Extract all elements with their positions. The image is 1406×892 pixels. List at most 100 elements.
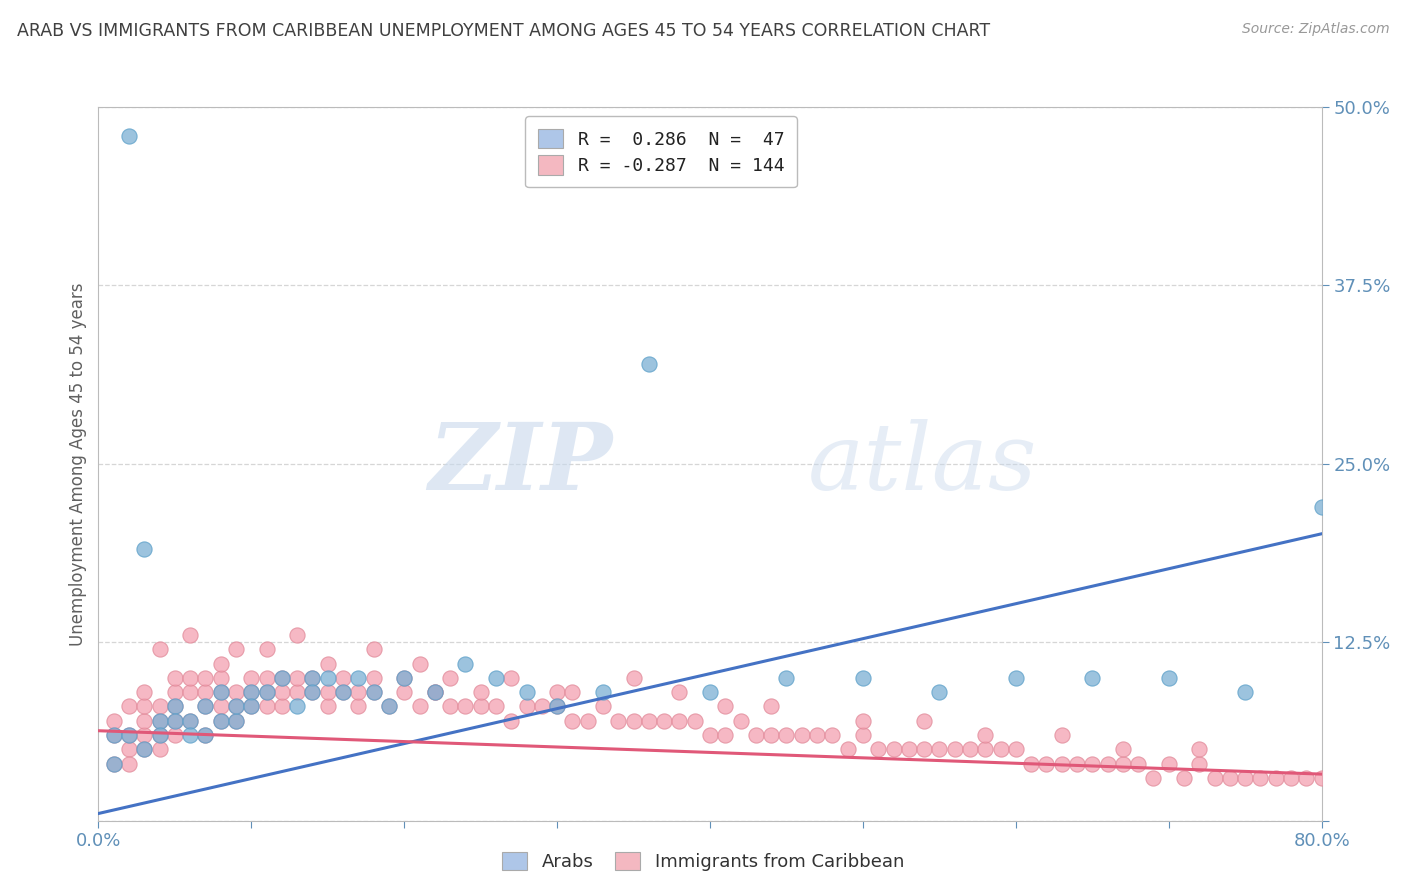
Point [837,742,859,756]
Point [1128,756,1150,771]
Point [1279,771,1302,785]
Point [301,685,323,699]
Point [607,714,630,728]
Point [301,671,323,685]
Point [1310,500,1333,514]
Point [1219,771,1241,785]
Point [134,728,156,742]
Point [103,714,125,728]
Point [194,728,217,742]
Point [516,685,538,699]
Legend: R =  0.286  N =  47, R = -0.287  N = 144: R = 0.286 N = 47, R = -0.287 N = 144 [526,116,797,187]
Point [163,714,186,728]
Point [134,742,156,756]
Point [285,699,308,714]
Point [714,728,737,742]
Point [1188,756,1211,771]
Point [179,714,201,728]
Point [179,728,201,742]
Point [699,685,721,699]
Point [118,128,141,143]
Point [470,699,492,714]
Point [1004,742,1026,756]
Point [149,742,172,756]
Point [392,685,416,699]
Point [652,714,675,728]
Point [1234,685,1257,699]
Point [256,685,278,699]
Point [301,685,323,699]
Point [1081,756,1104,771]
Point [852,728,875,742]
Point [821,728,844,742]
Point [347,671,370,685]
Point [163,728,186,742]
Point [759,699,782,714]
Point [759,728,782,742]
Point [470,685,492,699]
Point [179,671,201,685]
Point [546,685,568,699]
Point [423,685,446,699]
Point [561,714,583,728]
Point [775,728,797,742]
Point [332,685,354,699]
Point [439,671,461,685]
Point [134,742,156,756]
Point [699,728,721,742]
Point [1157,671,1180,685]
Point [378,699,401,714]
Point [1249,771,1271,785]
Point [209,671,232,685]
Point [209,714,232,728]
Point [714,699,737,714]
Point [363,685,385,699]
Point [149,714,172,728]
Point [194,671,217,685]
Point [852,671,875,685]
Point [209,685,232,699]
Point [240,685,263,699]
Point [194,699,217,714]
Point [852,714,875,728]
Point [668,714,690,728]
Point [408,657,430,671]
Point [103,756,125,771]
Point [1234,771,1257,785]
Point [1019,756,1042,771]
Point [209,685,232,699]
Point [332,685,354,699]
Point [163,714,186,728]
Point [179,685,201,699]
Point [1112,742,1135,756]
Point [423,685,446,699]
Point [134,685,156,699]
Point [301,671,323,685]
Point [485,671,508,685]
Point [561,685,583,699]
Point [439,699,461,714]
Point [454,657,477,671]
Point [316,657,339,671]
Point [546,699,568,714]
Point [745,728,768,742]
Point [454,699,477,714]
Point [1112,756,1135,771]
Point [225,714,247,728]
Point [592,699,614,714]
Point [225,642,247,657]
Point [1097,756,1119,771]
Point [928,685,950,699]
Point [959,742,981,756]
Point [1004,671,1026,685]
Point [1142,771,1164,785]
Point [623,671,645,685]
Point [1066,756,1088,771]
Point [501,714,523,728]
Point [943,742,966,756]
Point [209,657,232,671]
Point [118,728,141,742]
Point [225,685,247,699]
Point [270,671,292,685]
Point [118,756,141,771]
